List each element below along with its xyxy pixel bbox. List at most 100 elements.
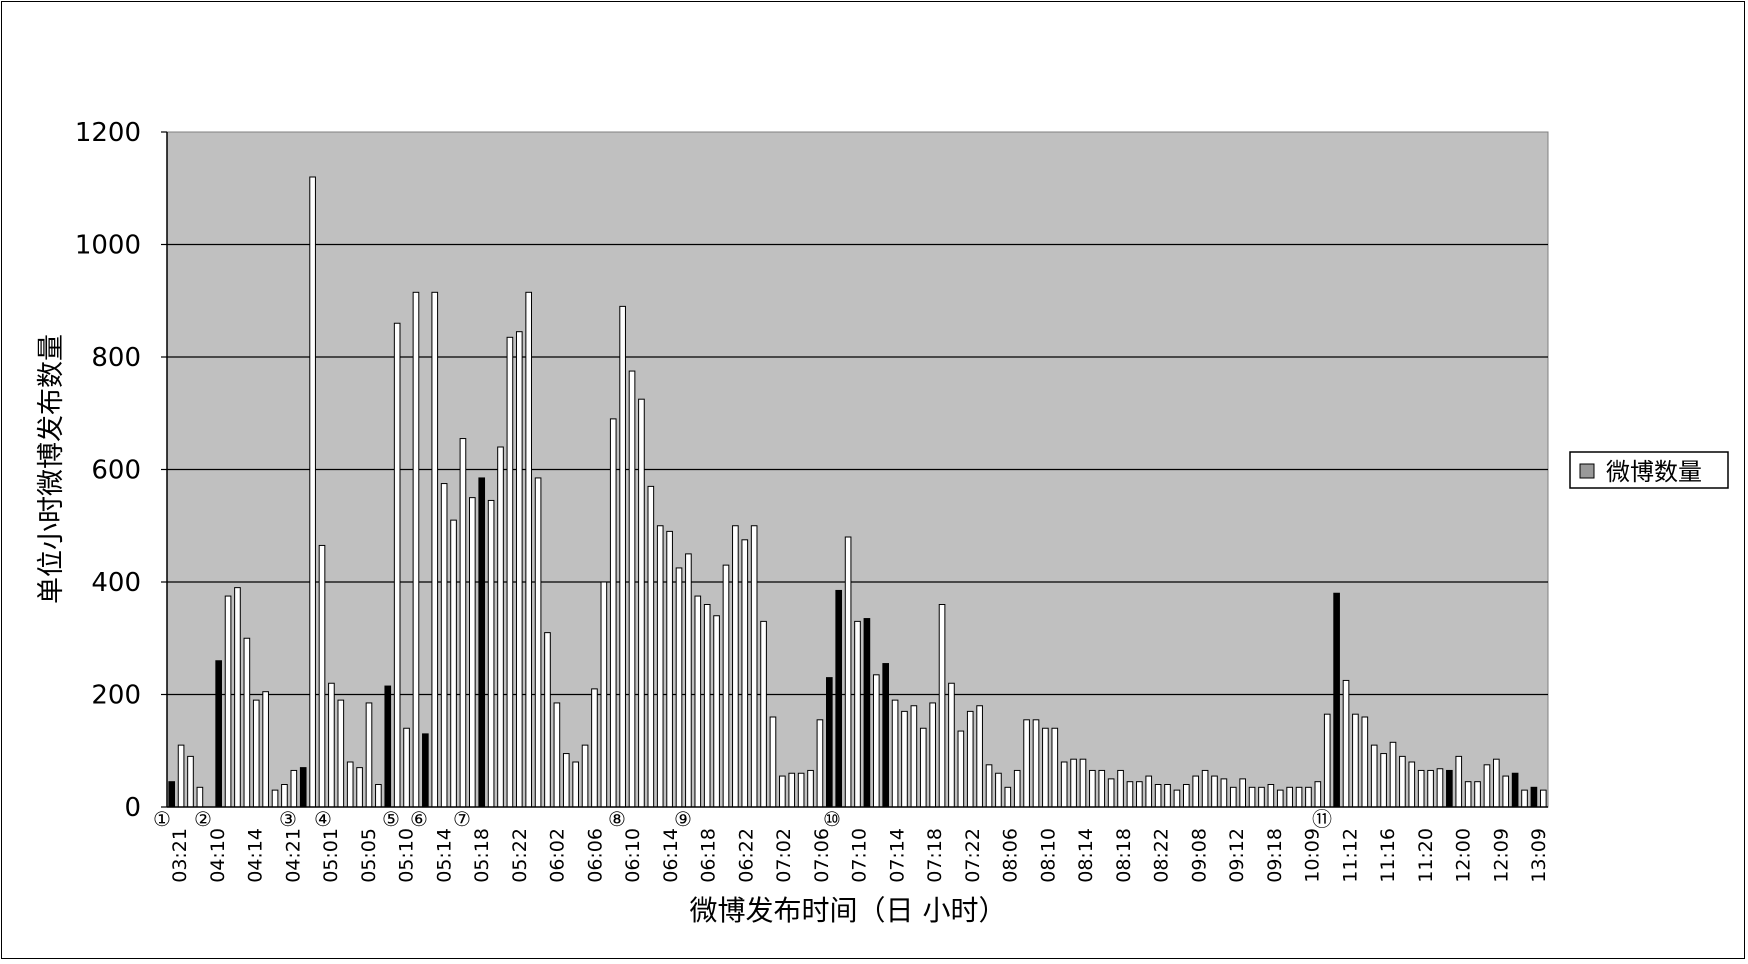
x-tick-label: 08:10 <box>1037 828 1059 883</box>
bar <box>675 567 683 808</box>
bar <box>1455 755 1463 808</box>
bar <box>732 525 739 808</box>
bar <box>1201 769 1209 808</box>
bar <box>318 544 326 808</box>
bar <box>469 497 476 808</box>
bar <box>628 370 636 808</box>
bar <box>1474 781 1481 808</box>
bar <box>1521 789 1528 808</box>
bar <box>1248 786 1256 808</box>
event-marker: ⑨ <box>674 807 692 831</box>
bar <box>562 753 570 808</box>
bar <box>422 733 429 808</box>
bar <box>1267 784 1275 808</box>
bar <box>1389 741 1397 808</box>
bar <box>1051 727 1059 808</box>
bar <box>760 620 767 808</box>
bar <box>694 595 702 808</box>
bar <box>1276 789 1284 808</box>
x-tick-label: 07:14 <box>886 828 908 883</box>
bar <box>1352 713 1359 808</box>
x-tick-label: 08:06 <box>1000 828 1022 883</box>
x-tick-label: 06:02 <box>547 828 569 883</box>
bar <box>1004 786 1012 808</box>
bar <box>1173 789 1181 808</box>
bar <box>656 525 664 808</box>
x-tick-label: 05:22 <box>509 828 531 883</box>
bar <box>882 663 890 808</box>
event-marker: ④ <box>314 807 332 831</box>
event-marker: ② <box>194 807 212 831</box>
bar <box>1089 769 1096 808</box>
bar <box>497 446 504 808</box>
bar <box>948 682 955 808</box>
bar <box>525 291 533 808</box>
bar <box>600 581 608 808</box>
bar <box>1502 775 1510 808</box>
bar <box>1417 769 1425 808</box>
bar <box>891 699 899 808</box>
bar <box>985 764 993 808</box>
bar <box>609 418 617 808</box>
x-tick-label: 06:14 <box>660 828 682 883</box>
y-tick-label: 0 <box>124 793 141 823</box>
bar <box>1258 786 1265 808</box>
x-tick-label: 07:22 <box>962 828 984 883</box>
bar <box>1342 679 1350 808</box>
bar <box>299 767 307 808</box>
x-tick-label: 09:12 <box>1226 828 1248 883</box>
bar <box>234 587 241 808</box>
bar <box>854 620 861 808</box>
bar <box>459 438 467 808</box>
bar <box>872 674 880 808</box>
bar <box>515 331 523 808</box>
bar <box>1323 713 1331 808</box>
event-marker: ③ <box>279 807 297 831</box>
bar <box>572 761 579 808</box>
x-tick-label: 13:09 <box>1528 828 1550 883</box>
bar <box>478 477 486 808</box>
x-tick-label: 10:09 <box>1302 828 1324 883</box>
bar <box>797 772 805 808</box>
bar <box>1070 758 1077 808</box>
bar <box>1314 781 1322 808</box>
bar <box>1211 775 1218 808</box>
bar <box>769 716 777 808</box>
bar <box>450 519 457 808</box>
bar <box>281 784 288 808</box>
event-marker: ⑧ <box>608 807 626 831</box>
bar <box>910 705 918 808</box>
event-marker: ⑥ <box>410 807 428 831</box>
x-tick-label: 07:18 <box>924 828 946 883</box>
legend-swatch <box>1579 463 1595 479</box>
bar <box>1042 727 1049 808</box>
bar <box>995 772 1002 808</box>
bar <box>1333 592 1340 808</box>
x-axis-title: 微博发布时间（日 小时） <box>690 894 1007 927</box>
bar <box>901 710 908 808</box>
x-tick-label: 06:06 <box>584 828 606 883</box>
bar <box>1380 753 1387 808</box>
event-marker: ⑦ <box>453 807 471 831</box>
bar <box>1098 769 1106 808</box>
bar <box>1126 781 1134 808</box>
y-tick-label: 200 <box>91 681 141 711</box>
bar <box>1023 719 1030 808</box>
bar <box>788 772 796 808</box>
event-marker: ⑪ <box>1312 807 1332 831</box>
y-tick-label: 1000 <box>75 231 141 261</box>
bar <box>591 688 598 808</box>
y-tick-label: 600 <box>91 456 141 486</box>
bar <box>487 499 495 808</box>
bar <box>581 744 589 808</box>
event-marker: ⑩ <box>823 807 841 831</box>
bar <box>722 564 730 808</box>
x-tick-label: 11:12 <box>1339 828 1361 883</box>
y-axis-ticks: 0 200 400 600 800 1000 1200 <box>75 118 167 823</box>
bar <box>412 291 420 808</box>
bar <box>807 769 814 808</box>
event-marker: ① <box>153 807 171 831</box>
